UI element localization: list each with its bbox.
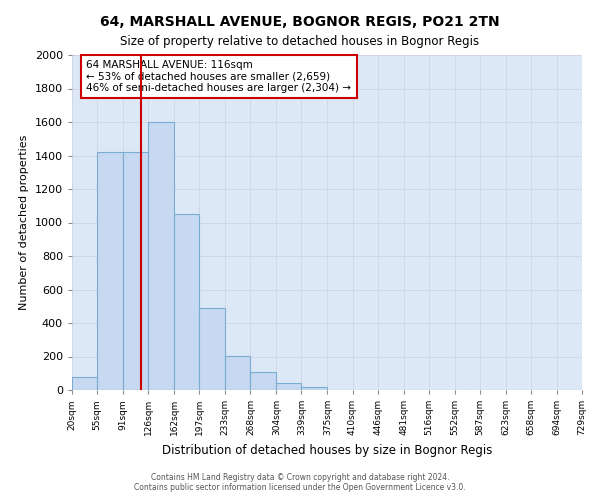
Bar — [123, 152, 148, 390]
Bar — [250, 372, 276, 390]
Bar — [301, 386, 328, 390]
Bar — [174, 214, 199, 390]
Bar — [148, 122, 174, 390]
Y-axis label: Number of detached properties: Number of detached properties — [19, 135, 29, 310]
Text: Size of property relative to detached houses in Bognor Regis: Size of property relative to detached ho… — [121, 35, 479, 48]
Text: 64 MARSHALL AVENUE: 116sqm
← 53% of detached houses are smaller (2,659)
46% of s: 64 MARSHALL AVENUE: 116sqm ← 53% of deta… — [86, 60, 352, 93]
X-axis label: Distribution of detached houses by size in Bognor Regis: Distribution of detached houses by size … — [162, 444, 492, 456]
Bar — [72, 376, 97, 390]
Bar — [276, 384, 301, 390]
Text: 64, MARSHALL AVENUE, BOGNOR REGIS, PO21 2TN: 64, MARSHALL AVENUE, BOGNOR REGIS, PO21 … — [100, 15, 500, 29]
Bar — [225, 356, 250, 390]
Bar — [97, 152, 123, 390]
Text: Contains HM Land Registry data © Crown copyright and database right 2024.
Contai: Contains HM Land Registry data © Crown c… — [134, 473, 466, 492]
Bar — [199, 308, 225, 390]
